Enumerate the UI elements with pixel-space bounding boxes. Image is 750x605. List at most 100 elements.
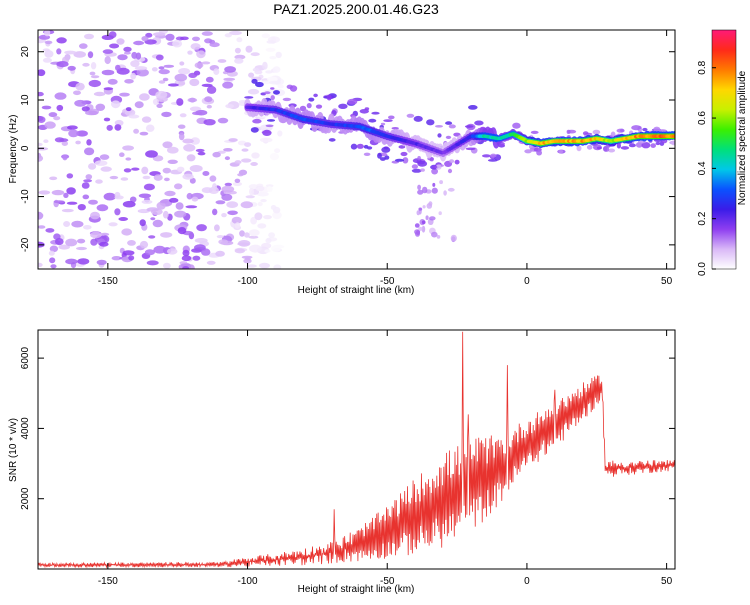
spectrogram-side-blob (465, 147, 476, 151)
spectrogram-noise-blob (182, 173, 194, 180)
spectrogram-noise-blob (190, 43, 201, 50)
spectrogram-noise-blob (129, 196, 137, 203)
spectrogram-noise-blob (114, 124, 122, 131)
spectrogram-noise-blob (81, 182, 90, 189)
spectrogram-noise-blob (152, 32, 166, 37)
y-tick-label: -20 (20, 237, 31, 252)
spectrogram-noise-blob (175, 202, 184, 210)
spectrogram-noise-blob (152, 98, 159, 106)
spectrogram-noise-blob (265, 184, 274, 188)
spectrogram-noise-blob (82, 62, 90, 67)
spectrogram-noise-blob (254, 212, 263, 221)
spectrogram-noise-blob (215, 250, 225, 257)
spectrogram-noise-blob (251, 152, 260, 159)
spectrogram-side-blob (650, 143, 656, 149)
spectrogram-noise-blob (197, 151, 206, 156)
spectrogram-noise-blob (212, 183, 217, 191)
spectrogram-noise-blob (174, 73, 188, 82)
spectrogram-noise-blob (225, 104, 235, 109)
spectrogram-side-blob (487, 159, 498, 162)
spectrogram-noise-blob (144, 249, 155, 256)
spectrogram-noise-blob (212, 151, 221, 158)
spectrogram-side-blob (261, 131, 271, 134)
spectrogram-noise-blob (164, 190, 176, 197)
colorbar: 0.0 0.2 0.4 0.6 0.8 Normalized spectral ampl… (697, 29, 748, 276)
spectrogram-noise-blob (262, 61, 268, 70)
spectrogram-side-blob (468, 105, 478, 110)
spectrogram-noise-blob (162, 141, 173, 149)
spectrogram-noise-blob (236, 37, 243, 43)
spectrogram-noise-blob (120, 177, 129, 181)
spectrogram-noise-blob (88, 79, 102, 88)
spectrogram-noise-blob (188, 72, 198, 78)
spectrogram-side-blob (653, 126, 661, 132)
spectrogram-noise-blob (38, 211, 44, 220)
spectrogram-noise-blob (38, 69, 46, 77)
spectrogram-noise-blob (256, 191, 269, 197)
spectrogram-noise-blob (56, 37, 67, 44)
spectrogram-side-blob (400, 151, 408, 157)
spectrogram-noise-blob (50, 264, 57, 269)
spectrogram-noise-blob (122, 250, 135, 256)
spectrogram-noise-blob (123, 46, 132, 53)
spectrogram-noise-blob (196, 224, 207, 232)
spectrogram-noise-blob (265, 238, 272, 244)
colorbar-tick-label: 0.4 (697, 161, 708, 175)
spectrogram-noise-blob (145, 150, 158, 158)
spectrogram-noise-blob (58, 244, 70, 250)
spectrogram-side-blob (270, 87, 275, 90)
spectrogram-noise-blob (139, 131, 149, 136)
spectrogram-noise-blob (277, 130, 283, 137)
spectrogram-noise-blob (250, 216, 257, 225)
spectrogram-side-blob (445, 121, 453, 125)
spectrogram-side-blob (377, 152, 382, 159)
spectrogram-side-blob (273, 90, 280, 95)
spectrogram-noise-blob (223, 148, 233, 152)
spectrogram-noise-blob (133, 128, 140, 134)
spectrogram-side-blob (338, 103, 348, 110)
colorbar-gradient (711, 29, 737, 270)
spectrogram-side-blob (631, 125, 642, 131)
spectrogram-side-blob (620, 146, 630, 150)
spectrogram-noise-blob (218, 239, 229, 245)
colorbar-tick-label: 0.6 (697, 111, 708, 125)
spectrogram-noise-blob (141, 116, 152, 123)
spectrogram-noise-blob (79, 43, 88, 49)
spectrogram-noise-blob (104, 56, 111, 65)
x-tick-label: -50 (380, 276, 395, 287)
spectrogram-noise-blob (224, 182, 232, 187)
spectrogram-side-blob (380, 122, 386, 126)
spectrogram-noise-blob (224, 66, 237, 73)
spectrogram-noise-blob (114, 191, 121, 199)
spectrogram-tail-blob (435, 164, 442, 170)
spectrogram-noise-blob (259, 262, 270, 269)
spectrogram-tail-blob (421, 225, 426, 233)
spectrogram-side-blob (289, 85, 298, 92)
spectrogram-noise-blob (166, 248, 178, 255)
spectrogram-side-blob (435, 125, 443, 128)
spectrogram-side-blob (282, 97, 292, 102)
spectrogram-noise-blob (42, 57, 52, 63)
spectrogram-noise-blob (67, 65, 76, 71)
spectrogram-noise-blob (127, 240, 136, 246)
spectrogram-noise-blob (108, 222, 118, 227)
spectrogram-noise-blob (177, 166, 185, 172)
spectrogram-noise-blob (77, 258, 90, 265)
spectrogram-noise-blob (254, 70, 263, 75)
spectrogram-noise-blob (99, 241, 109, 247)
spectrogram-noise-blob (61, 141, 68, 146)
spectrogram-noise-blob (106, 124, 113, 131)
spectrogram-noise-blob (245, 45, 253, 53)
spectrogram-noise-blob (114, 208, 121, 216)
spectrogram-noise-blob (232, 181, 242, 187)
spectrogram-noise-blob (234, 58, 244, 64)
spectrogram-noise-blob (45, 228, 55, 233)
spectrogram-noise-blob (38, 190, 51, 195)
spectrogram-noise-blob (226, 201, 239, 209)
spectrogram-noise-blob (38, 142, 43, 147)
spectrogram-noise-blob (160, 200, 168, 204)
spectrogram-noise-blob (56, 48, 62, 55)
spectrogram-tail-blob (438, 211, 442, 216)
spectrogram-side-blob (347, 98, 358, 105)
spectrogram-noise-blob (130, 60, 140, 68)
